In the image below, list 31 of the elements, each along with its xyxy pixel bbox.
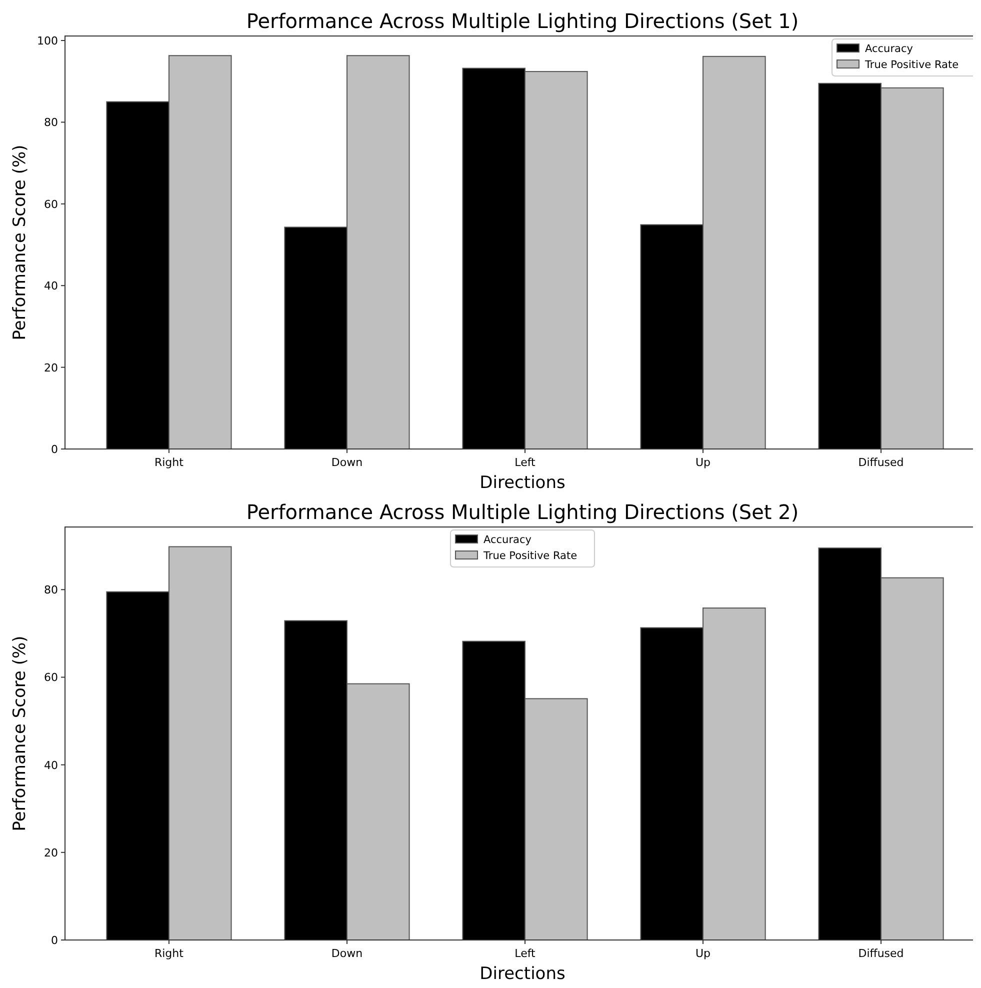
legend-label: True Positive Rate [482,550,578,562]
y-tick-label: 100 [37,34,58,48]
chart-title: Performance Across Multiple Lighting Directions (Set 1) [246,9,799,33]
x-tick-label: Left [514,456,536,469]
y-tick-label: 20 [44,361,58,374]
x-tick-label: Left [514,947,536,960]
y-tick-label: 60 [44,198,58,211]
legend-label: True Positive Rate [864,59,959,71]
x-tick-label: Down [331,947,363,960]
legend-label: Accuracy [484,534,532,546]
x-tick-label: Up [695,947,711,960]
x-tick-label: Up [695,456,711,469]
y-tick-label: 40 [44,758,58,772]
y-tick-label: 0 [51,443,58,456]
x-tick-label: Right [154,947,184,960]
y-tick-label: 0 [51,934,58,947]
x-tick-label: Diffused [858,456,904,469]
x-axis-title: Directions [480,964,566,984]
x-axis-title: Directions [480,473,566,493]
x-tick-label: Down [331,456,363,469]
x-tick-label: Right [154,456,184,469]
y-tick-label: 40 [44,280,58,293]
chart-title: Performance Across Multiple Lighting Directions (Set 2) [246,500,799,524]
y-tick-label: 80 [44,116,58,130]
y-axis-title: Performance Score (%) [10,636,30,832]
y-tick-label: 60 [44,671,58,684]
y-tick-label: 20 [44,846,58,860]
x-tick-label: Diffused [858,947,904,960]
y-tick-label: 80 [44,584,58,597]
legend-label: Accuracy [865,43,913,55]
y-axis-title: Performance Score (%) [10,144,30,340]
